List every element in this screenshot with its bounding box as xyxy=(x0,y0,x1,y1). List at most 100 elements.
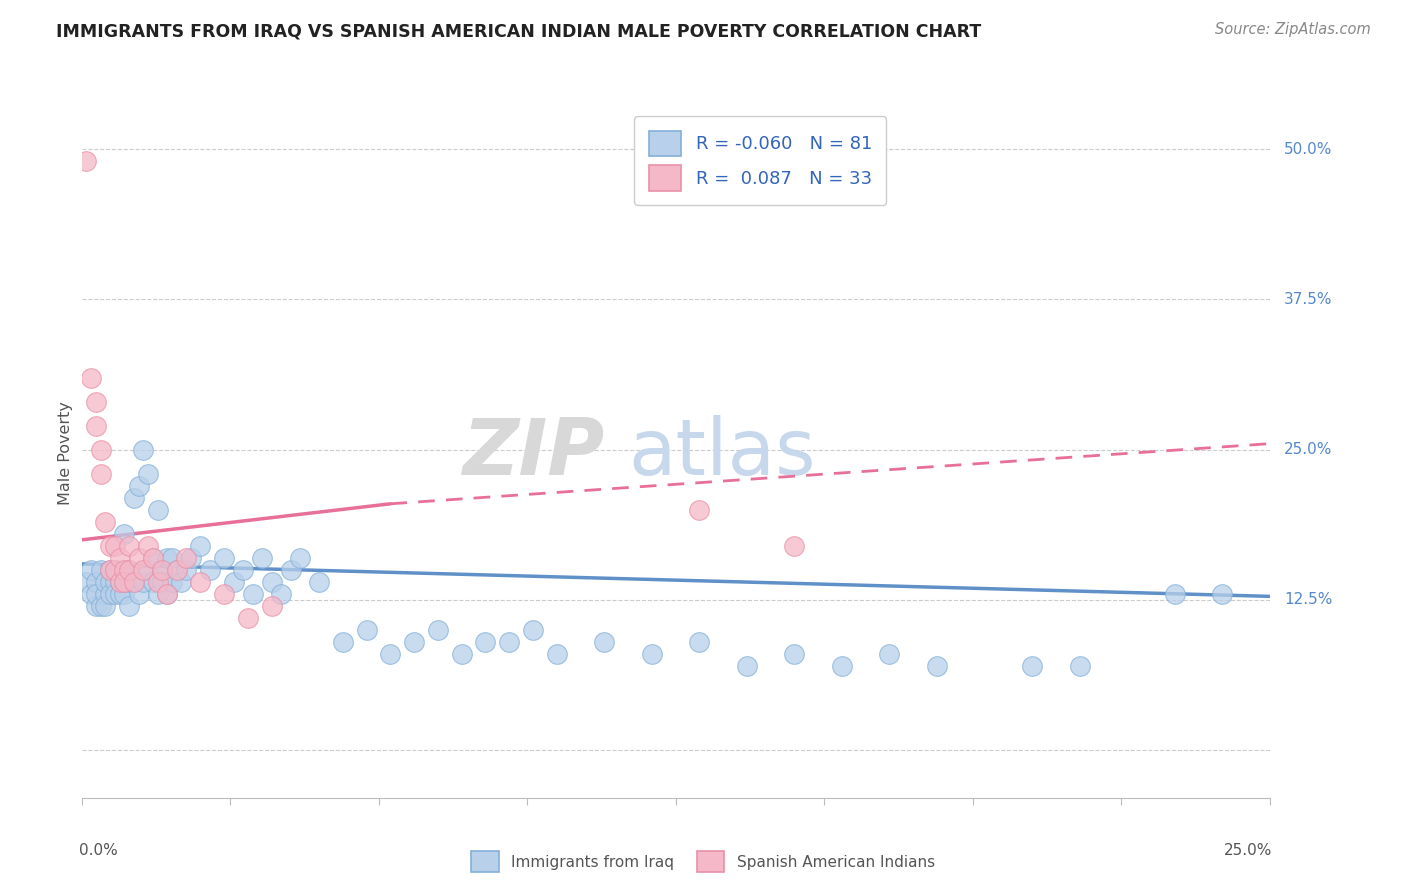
Point xyxy=(232,563,254,577)
Point xyxy=(90,467,112,481)
Point xyxy=(108,587,131,601)
Point xyxy=(925,659,948,673)
Point xyxy=(879,647,901,661)
Point xyxy=(80,587,103,601)
Point xyxy=(90,599,112,613)
Point xyxy=(80,563,103,577)
Point xyxy=(98,587,121,601)
Point xyxy=(160,550,183,565)
Text: 25.0%: 25.0% xyxy=(1284,442,1333,458)
Point xyxy=(94,515,117,529)
Point xyxy=(270,587,292,601)
Point xyxy=(222,574,245,589)
Point xyxy=(280,563,302,577)
Point xyxy=(783,647,806,661)
Point xyxy=(84,418,107,433)
Point xyxy=(250,550,273,565)
Point xyxy=(212,550,235,565)
Point xyxy=(174,563,197,577)
Point xyxy=(150,574,173,589)
Point xyxy=(118,563,141,577)
Point xyxy=(156,587,179,601)
Point xyxy=(735,659,758,673)
Point xyxy=(122,574,145,589)
Point xyxy=(546,647,568,661)
Point xyxy=(132,574,155,589)
Text: 37.5%: 37.5% xyxy=(1284,292,1333,307)
Point xyxy=(166,563,188,577)
Point xyxy=(783,539,806,553)
Point xyxy=(136,563,159,577)
Point xyxy=(188,539,212,553)
Text: 12.5%: 12.5% xyxy=(1284,592,1333,607)
Point xyxy=(112,574,135,589)
Point xyxy=(104,587,127,601)
Point xyxy=(170,574,193,589)
Point xyxy=(132,442,155,457)
Point xyxy=(1021,659,1043,673)
Point xyxy=(260,574,283,589)
Point xyxy=(188,574,212,589)
Point xyxy=(75,574,97,589)
Point xyxy=(166,563,188,577)
Point xyxy=(112,526,135,541)
Point xyxy=(98,563,121,577)
Point xyxy=(242,587,264,601)
Point xyxy=(156,587,179,601)
Text: ZIP: ZIP xyxy=(463,415,605,491)
Point xyxy=(122,574,145,589)
Point xyxy=(198,563,221,577)
Legend: Immigrants from Iraq, Spanish American Indians: Immigrants from Iraq, Spanish American I… xyxy=(465,845,941,879)
Point xyxy=(136,539,159,553)
Point xyxy=(75,154,97,169)
Point xyxy=(156,550,179,565)
Point xyxy=(160,574,183,589)
Point xyxy=(404,635,426,649)
Point xyxy=(522,623,544,637)
Point xyxy=(150,563,173,577)
Text: 25.0%: 25.0% xyxy=(1223,843,1272,858)
Point xyxy=(332,635,354,649)
Point xyxy=(146,503,169,517)
Point xyxy=(150,563,173,577)
Point xyxy=(146,587,169,601)
Point xyxy=(260,599,283,613)
Point xyxy=(98,539,121,553)
Point xyxy=(498,635,520,649)
Point xyxy=(112,563,135,577)
Point xyxy=(212,587,235,601)
Point xyxy=(108,574,131,589)
Point xyxy=(1211,587,1233,601)
Point xyxy=(1069,659,1091,673)
Point xyxy=(128,587,150,601)
Point xyxy=(90,563,112,577)
Point xyxy=(128,479,150,493)
Point xyxy=(112,574,135,589)
Point xyxy=(104,563,127,577)
Point xyxy=(94,599,117,613)
Point xyxy=(128,550,150,565)
Point xyxy=(308,574,330,589)
Point xyxy=(146,574,169,589)
Point xyxy=(142,574,165,589)
Point xyxy=(132,563,155,577)
Point xyxy=(641,647,664,661)
Point xyxy=(118,563,141,577)
Point xyxy=(450,647,472,661)
Text: atlas: atlas xyxy=(628,415,815,491)
Point xyxy=(108,574,131,589)
Point xyxy=(831,659,853,673)
Point xyxy=(688,503,710,517)
Point xyxy=(94,574,117,589)
Point xyxy=(84,587,107,601)
Point xyxy=(118,539,141,553)
Text: IMMIGRANTS FROM IRAQ VS SPANISH AMERICAN INDIAN MALE POVERTY CORRELATION CHART: IMMIGRANTS FROM IRAQ VS SPANISH AMERICAN… xyxy=(56,22,981,40)
Point xyxy=(104,539,127,553)
Point xyxy=(94,587,117,601)
Point xyxy=(84,599,107,613)
Point xyxy=(474,635,496,649)
Text: Source: ZipAtlas.com: Source: ZipAtlas.com xyxy=(1215,22,1371,37)
Point xyxy=(84,394,107,409)
Point xyxy=(122,491,145,505)
Point xyxy=(108,550,131,565)
